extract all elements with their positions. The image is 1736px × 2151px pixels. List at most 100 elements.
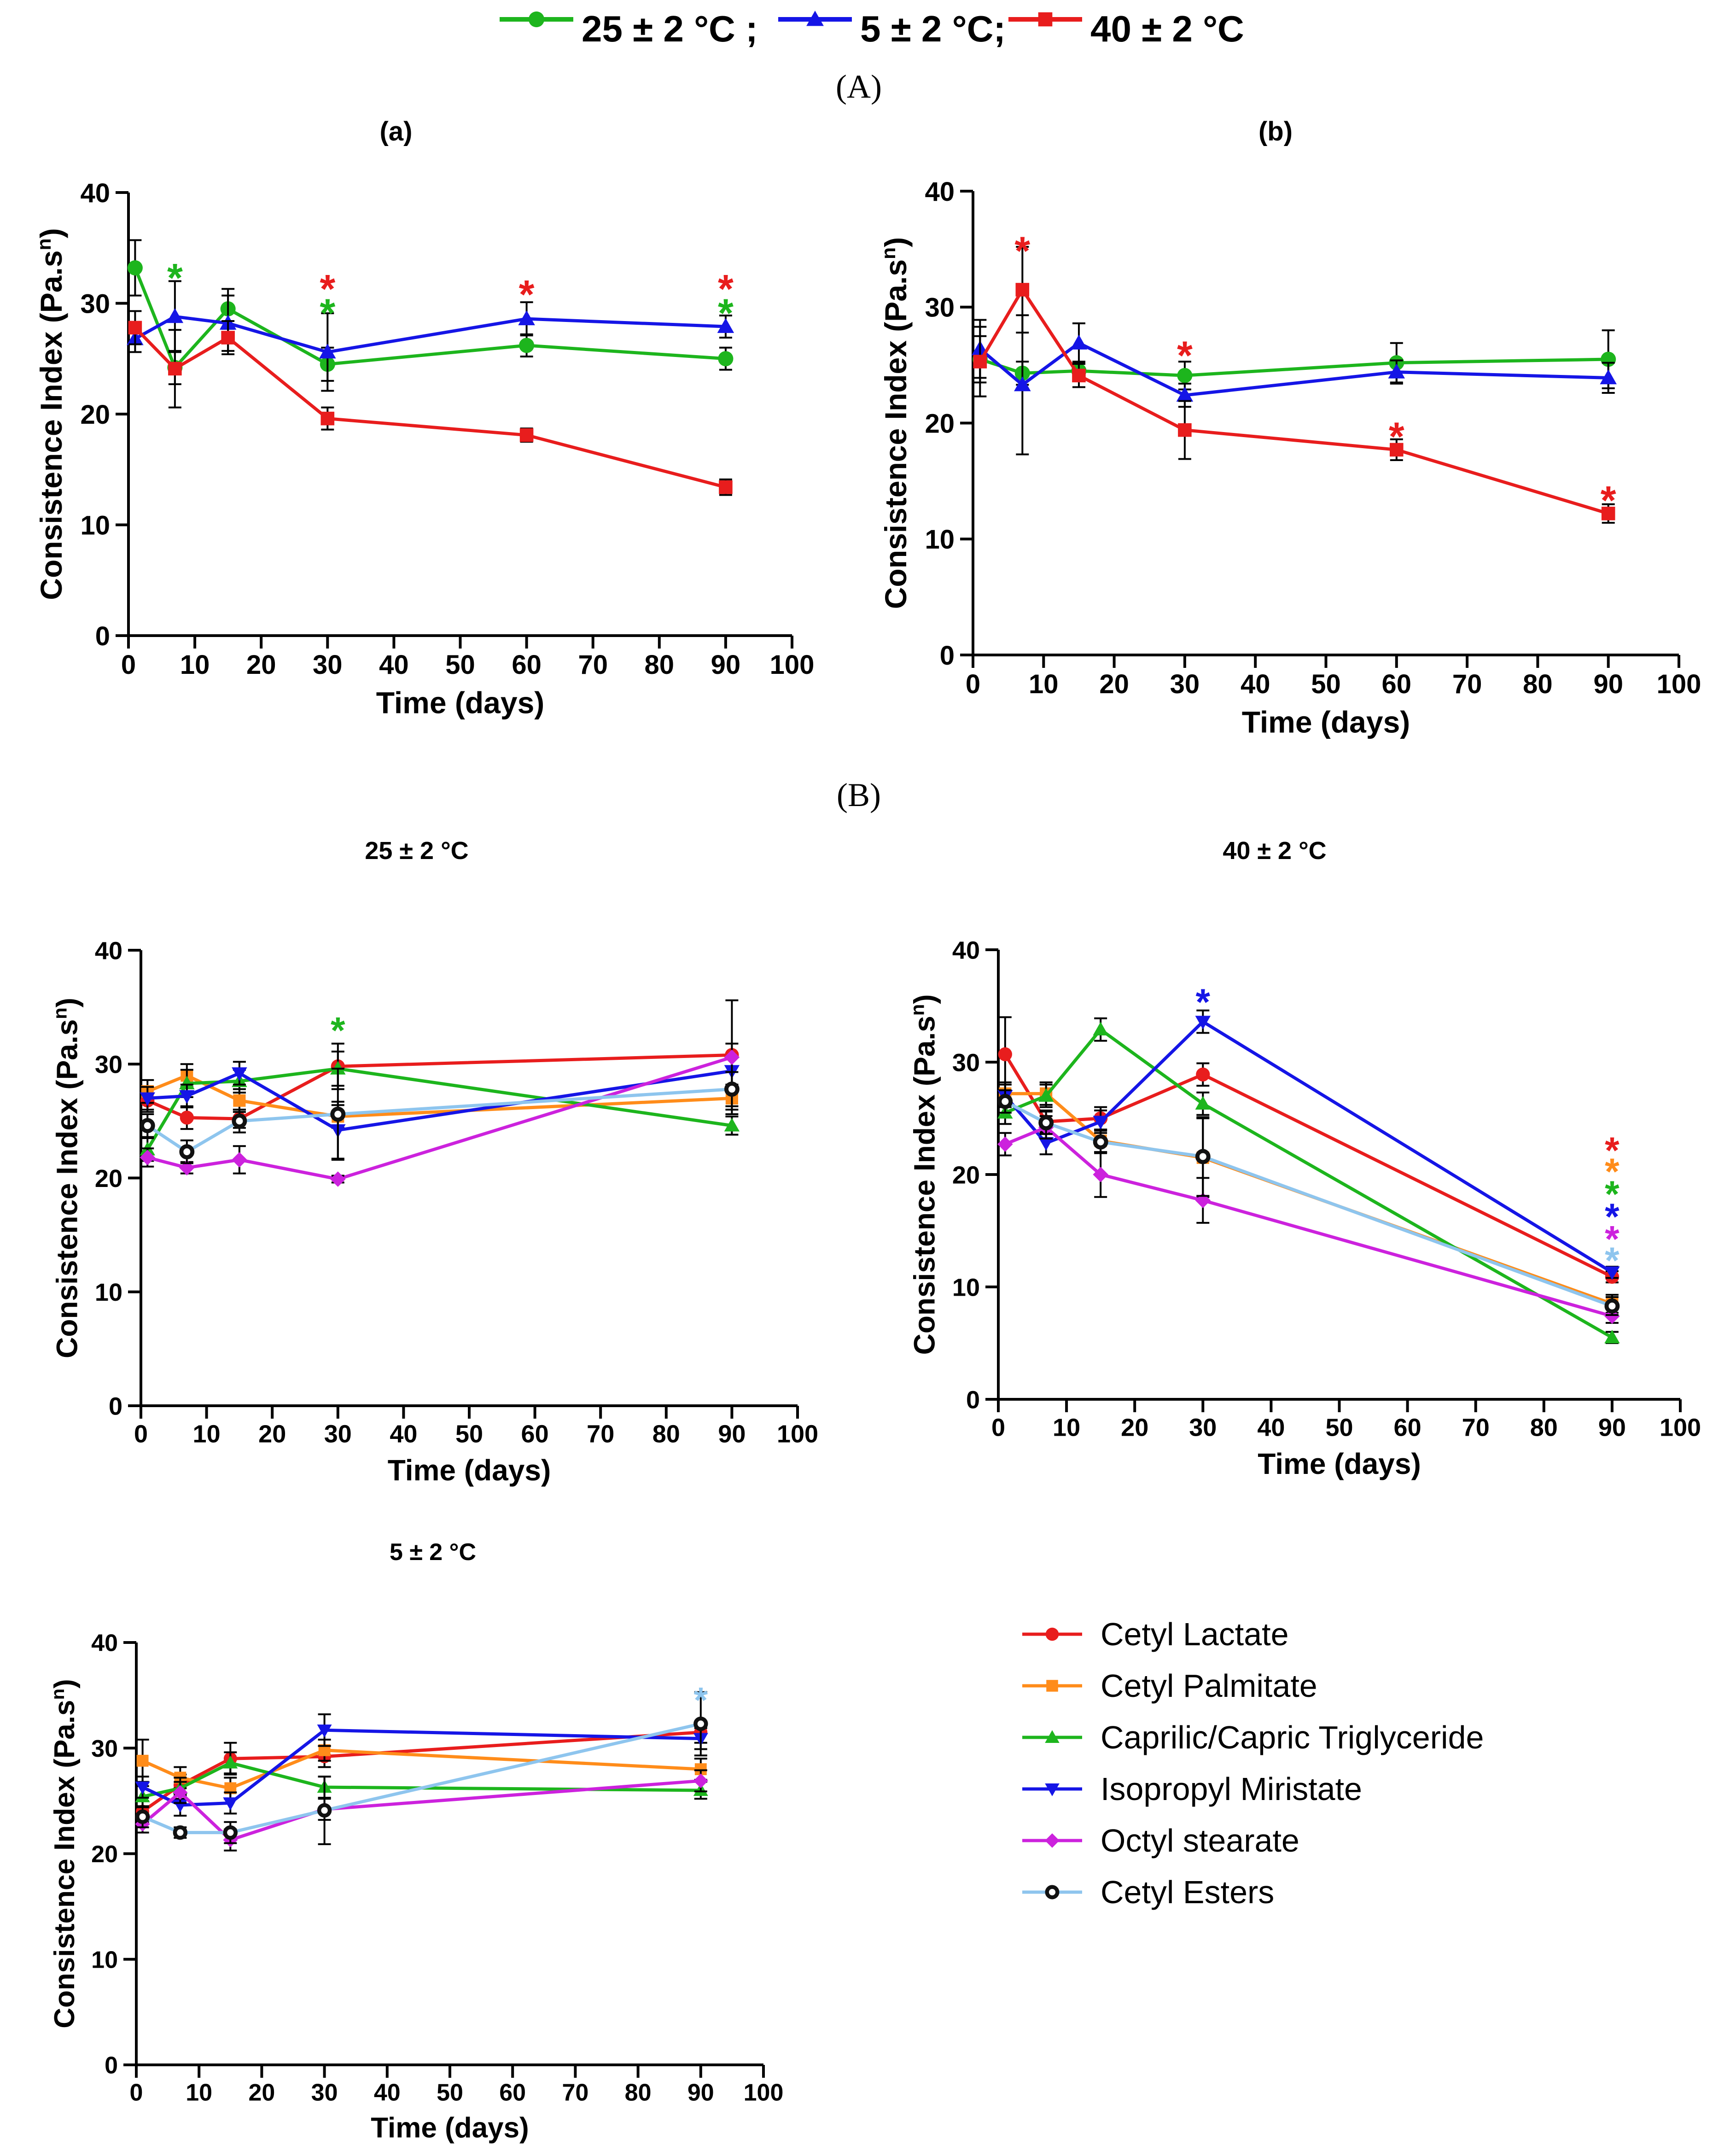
series-octyl [140,999,740,1187]
x-tick-label: 40 [1241,669,1270,699]
data-point [320,411,335,426]
data-point [1600,369,1617,385]
x-tick-label: 20 [258,1420,286,1448]
x-tick-label: 20 [248,2079,275,2106]
data-point [223,1755,238,1769]
data-point [179,1090,195,1104]
series-isopropyl [997,1009,1620,1280]
data-point [179,1076,195,1090]
legend-label: 25 ± 2 °C ; [582,8,758,49]
x-tick-label: 40 [379,650,409,680]
x-tick-label: 60 [1394,1414,1421,1441]
x-tick-label: 40 [390,1420,417,1448]
significance-marker: * [1605,1196,1619,1238]
chart-25c: 25 ± 2 °C 0 10 20 30 40 50 60 70 80 90 100 0 10 20 30 40… [49,837,818,1487]
data-point [180,1111,194,1125]
data-point [1070,334,1088,350]
x-tick-label: 50 [1311,669,1341,699]
x-tick-label: 60 [521,1420,549,1448]
significance-marker: * [1014,229,1030,274]
significance-marker: * [1605,1174,1619,1215]
y-tick-label: 40 [80,178,110,208]
data-point [330,1106,346,1122]
data-point [1604,1266,1620,1280]
significance-marker: * [1389,414,1404,459]
data-point [223,1825,238,1840]
significance-marker: * [167,256,183,300]
data-point [1390,443,1404,457]
data-point [140,1118,155,1134]
x-axis-label: Time (days) [371,2112,529,2144]
data-point [168,362,182,376]
x-tick-label: 80 [1523,669,1553,699]
data-point [317,1803,332,1818]
data-point [724,1081,740,1097]
oil-legend: Cetyl Lactate Cetyl Palmitate Caprilic/Cap… [1022,1616,1484,1910]
data-point [724,1049,740,1065]
x-tick-label: 70 [562,2079,588,2106]
significance-marker: * [331,1010,345,1051]
y-tick-label: 0 [940,641,955,671]
data-point [232,1067,247,1081]
data-point [519,428,534,442]
series-cetyl_esters [997,1089,1620,1316]
x-tick-label: 70 [1462,1414,1490,1441]
x-tick-label: 40 [1257,1414,1285,1441]
significance-marker: * [1196,982,1211,1023]
x-tick-label: 100 [744,2079,784,2106]
data-point [179,1144,195,1160]
chart-title: (a) [380,117,413,146]
x-tick-label: 90 [687,2079,714,2106]
x-axis-label: Time (days) [376,686,545,720]
data-point [1038,1115,1054,1131]
panel-a-label: (A) [836,68,882,105]
y-tick-label: 10 [95,1279,122,1306]
x-tick-label: 0 [134,1420,148,1448]
legend-marker-triangle [1045,1730,1060,1743]
x-axis-label: Time (days) [388,1454,551,1487]
data-point [140,1092,156,1106]
significance-marker: * [1605,1151,1619,1192]
data-point [724,1118,740,1132]
data-point [1093,1134,1108,1150]
legend-label: Cetyl Palmitate [1101,1668,1317,1704]
significance-marker: * [320,291,335,336]
data-point [1601,507,1615,520]
data-point [1604,1298,1620,1314]
data-point [1014,376,1031,392]
x-tick-label: 90 [1598,1414,1626,1441]
y-tick-label: 20 [91,1841,118,1868]
significance-marker: * [718,291,734,336]
legend-marker-square [1038,12,1053,27]
x-tick-label: 90 [711,650,741,680]
x-tick-label: 30 [1170,669,1200,699]
x-tick-label: 50 [445,650,475,680]
significance-marker: * [1605,1130,1619,1171]
data-point [317,1724,332,1738]
data-point [221,331,235,345]
data-point [140,1150,156,1165]
data-point [223,1797,238,1811]
x-tick-label: 10 [1029,669,1059,699]
data-point [693,1773,708,1789]
chart-title: 5 ± 2 °C [390,1539,476,1566]
x-tick-label: 100 [1657,669,1701,699]
x-tick-label: 80 [652,1420,680,1448]
x-axis-label: Time (days) [1242,705,1410,739]
y-tick-label: 30 [91,1736,118,1762]
x-tick-label: 60 [1382,669,1412,699]
significance-marker: * [1177,333,1193,378]
legend-label: Cetyl Esters [1101,1874,1274,1910]
data-point [135,1809,150,1824]
x-tick-label: 10 [1053,1414,1080,1441]
data-point [233,1094,246,1107]
data-point [1093,1116,1108,1130]
y-axis-label: Consistence Index (Pa.sn) [33,228,68,600]
series-line [134,326,726,489]
y-tick-label: 30 [95,1051,122,1079]
y-tick-label: 20 [95,1165,122,1192]
x-tick-label: 50 [455,1420,483,1448]
y-tick-label: 30 [952,1049,980,1076]
data-point [1177,368,1193,383]
y-axis-label: Consistence Index (Pa.sn) [906,994,941,1355]
